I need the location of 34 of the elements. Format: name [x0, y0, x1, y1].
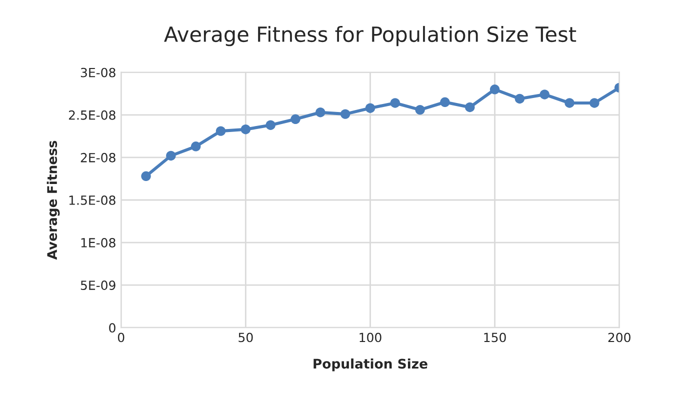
point — [390, 98, 400, 108]
point — [465, 102, 475, 112]
point — [166, 150, 176, 161]
point — [190, 142, 201, 152]
y-tick-label: 1E-08 — [81, 238, 116, 248]
point — [340, 109, 350, 119]
y-tick-label: 0 — [109, 323, 116, 333]
x-tick-label: 150 — [484, 332, 506, 342]
point — [365, 103, 376, 113]
point — [216, 126, 226, 136]
x-tick-label: 200 — [608, 332, 630, 342]
y-tick-label: 2.5E-08 — [68, 110, 116, 120]
y-tick-label: 1.5E-08 — [69, 195, 116, 205]
point — [540, 90, 550, 100]
y-axis-title: Average Fitness — [46, 140, 60, 260]
point — [290, 114, 300, 124]
x-tick-label: 50 — [238, 332, 253, 342]
point — [490, 84, 500, 94]
x-tick-label: 0 — [118, 332, 124, 342]
point — [240, 124, 251, 134]
point — [590, 98, 600, 108]
point — [266, 120, 276, 130]
y-tick-label: 2E-08 — [80, 152, 116, 162]
y-tick-label: 5E-09 — [80, 280, 116, 290]
chart-title: Average Fitness for Population Size Test — [164, 26, 576, 46]
y-tick-label: 3E-08 — [80, 68, 116, 78]
point — [564, 98, 574, 108]
point — [316, 107, 326, 118]
point — [440, 97, 450, 108]
point — [415, 104, 425, 115]
point — [141, 171, 151, 182]
x-axis-title: Population Size — [314, 358, 428, 372]
point — [514, 94, 525, 104]
x-tick-label: 100 — [360, 332, 382, 342]
